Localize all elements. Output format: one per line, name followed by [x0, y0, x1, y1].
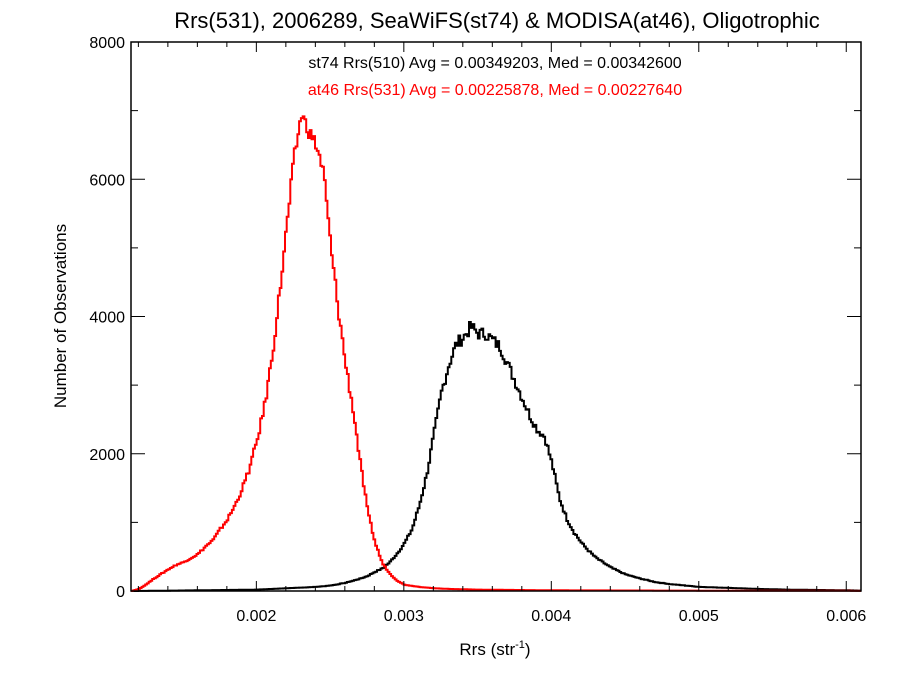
x-tick-label: 0.005	[679, 608, 719, 625]
x-axis-label: Rrs (str-1)	[459, 639, 530, 659]
x-axis: 0.002 0.003 0.004 0.005 0.006	[137, 42, 866, 625]
annotation-st74: st74 Rrs(510) Avg = 0.00349203, Med = 0.…	[308, 55, 681, 72]
y-axis-label: Number of Observations	[51, 224, 70, 408]
x-tick-label: 0.004	[531, 608, 571, 625]
x-axis-label-sup: -1	[515, 639, 525, 651]
y-tick-label: 2000	[89, 447, 125, 464]
x-tick-label: 0.003	[384, 608, 424, 625]
y-tick-label: 6000	[89, 172, 125, 189]
y-axis: 0 2000 4000 6000 8000	[89, 35, 861, 601]
plot-frame	[130, 41, 862, 592]
chart-title: Rrs(531), 2006289, SeaWiFS(st74) & MODIS…	[174, 8, 820, 33]
series-line-at46	[131, 115, 861, 592]
x-axis-label-main: Rrs (str	[459, 640, 515, 659]
x-axis-label-close: )	[525, 640, 531, 659]
series-line-st74	[131, 321, 861, 592]
annotation-at46: at46 Rrs(531) Avg = 0.00225878, Med = 0.…	[308, 82, 682, 99]
plot-lines	[131, 115, 861, 592]
y-tick-label: 0	[116, 584, 125, 601]
y-tick-label: 4000	[89, 310, 125, 327]
y-tick-label: 8000	[89, 35, 125, 52]
x-tick-label: 0.002	[236, 608, 276, 625]
x-tick-label: 0.006	[826, 608, 866, 625]
